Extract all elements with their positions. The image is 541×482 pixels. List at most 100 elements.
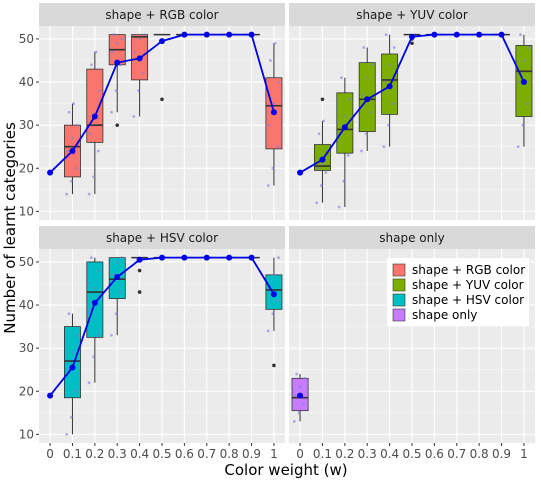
x-tick-label: 0.3	[358, 447, 377, 461]
mean-point	[270, 109, 277, 116]
mean-point	[476, 31, 483, 38]
jitter-point	[271, 166, 275, 170]
x-tick-label: 0.4	[380, 447, 399, 461]
jitter-point	[120, 37, 124, 41]
mean-point	[69, 364, 76, 371]
jitter-point	[66, 149, 70, 153]
jitter-point	[271, 312, 275, 316]
jitter-point	[119, 63, 123, 67]
jitter-shape-yuv-color-0-3	[360, 46, 374, 153]
x-tick-label: 1	[270, 447, 278, 461]
jitter-point	[297, 411, 301, 415]
jitter-point	[527, 46, 530, 49]
panel-strip	[289, 3, 535, 26]
mean-point	[47, 169, 54, 176]
x-axis-title: Color weight (w)	[224, 461, 347, 479]
jitter-point	[272, 102, 276, 105]
jitter-point	[267, 123, 271, 127]
y-tick-label: 30	[19, 118, 34, 132]
jitter-point	[362, 46, 366, 49]
mean-point	[203, 31, 210, 38]
jitter-point	[382, 145, 386, 149]
mean-point	[386, 83, 393, 90]
mean-point	[69, 148, 76, 155]
panel-shape-yuv-color: shape + YUV color	[289, 3, 535, 220]
jitter-point	[525, 102, 529, 105]
box-body	[86, 68, 104, 143]
mean-point	[409, 33, 415, 40]
mean-point	[364, 96, 371, 103]
mean-point	[297, 392, 304, 399]
jitter-shape-rgb-color-1	[266, 41, 280, 187]
panel-strip-title: shape + HSV color	[106, 231, 218, 245]
x-tick-label: 0.3	[108, 447, 127, 461]
mean-point	[203, 254, 210, 261]
x-tick-label: 0.5	[152, 447, 171, 461]
box-body	[63, 326, 81, 399]
jitter-point	[275, 299, 279, 303]
box-shape-hsv-color-0-1	[63, 313, 81, 435]
outlier-point	[320, 97, 325, 102]
jitter-point	[65, 192, 69, 196]
jitter-point	[71, 136, 74, 140]
legend-entry-shape-only: shape only	[392, 308, 477, 322]
jitter-point	[277, 80, 280, 84]
jitter-point	[98, 89, 101, 93]
box-shape-rgb-color-0-5	[153, 33, 171, 102]
outlier-point	[137, 290, 142, 294]
x-tick-label: 0.2	[85, 447, 104, 461]
jitter-point	[96, 149, 100, 153]
jitter-point	[316, 166, 320, 170]
legend-entry-shape-yuv-color: shape + YUV color	[392, 278, 524, 292]
mean-point	[431, 31, 438, 38]
mean-point	[181, 254, 188, 261]
jitter-point	[96, 333, 100, 337]
y-tick-label: 10	[19, 204, 34, 218]
jitter-point	[519, 33, 522, 37]
jitter-point	[272, 273, 276, 277]
jitter-point	[114, 89, 118, 93]
y-tick-label: 20	[19, 161, 34, 175]
jitter-point	[317, 132, 321, 136]
jitter-shape-rgb-color-0-3	[110, 33, 124, 114]
jitter-point	[292, 420, 296, 423]
jitter-point	[138, 37, 142, 41]
mean-point	[181, 31, 188, 38]
jitter-point	[132, 115, 136, 118]
jitter-point	[294, 394, 297, 397]
jitter-point	[370, 63, 374, 67]
x-tick-label: 0.8	[470, 447, 489, 461]
jitter-point	[87, 381, 91, 385]
jitter-point	[115, 260, 119, 264]
jitter-point	[315, 201, 319, 205]
jitter-point	[387, 123, 390, 127]
mean-point	[297, 169, 304, 176]
jitter-point	[369, 110, 373, 114]
jitter-point	[516, 145, 520, 149]
jitter-point	[93, 286, 97, 290]
jitter-point	[346, 153, 350, 157]
jitter-shape-hsv-color-0-2	[87, 256, 101, 385]
jitter-point	[98, 269, 101, 272]
jitter-point	[137, 89, 140, 93]
legend-key	[392, 278, 406, 292]
jitter-point	[302, 402, 305, 406]
mean-point	[136, 256, 143, 263]
jitter-point	[388, 63, 392, 67]
legend-label: shape only	[412, 308, 477, 322]
jitter-point	[348, 97, 351, 101]
jitter-point	[392, 46, 396, 49]
x-tick-label: 0.8	[220, 447, 239, 461]
jitter-point	[277, 256, 280, 260]
jitter-point	[365, 76, 369, 80]
jitter-point	[69, 179, 73, 183]
x-tick-label: 0.9	[242, 447, 261, 461]
jitter-point	[67, 110, 71, 114]
legend-label: shape + RGB color	[412, 263, 525, 277]
jitter-point	[120, 256, 124, 260]
legend-key	[392, 263, 406, 277]
jitter-point	[88, 307, 92, 311]
jitter-point	[67, 312, 71, 316]
mean-point	[248, 254, 255, 261]
mean-point	[319, 156, 326, 163]
